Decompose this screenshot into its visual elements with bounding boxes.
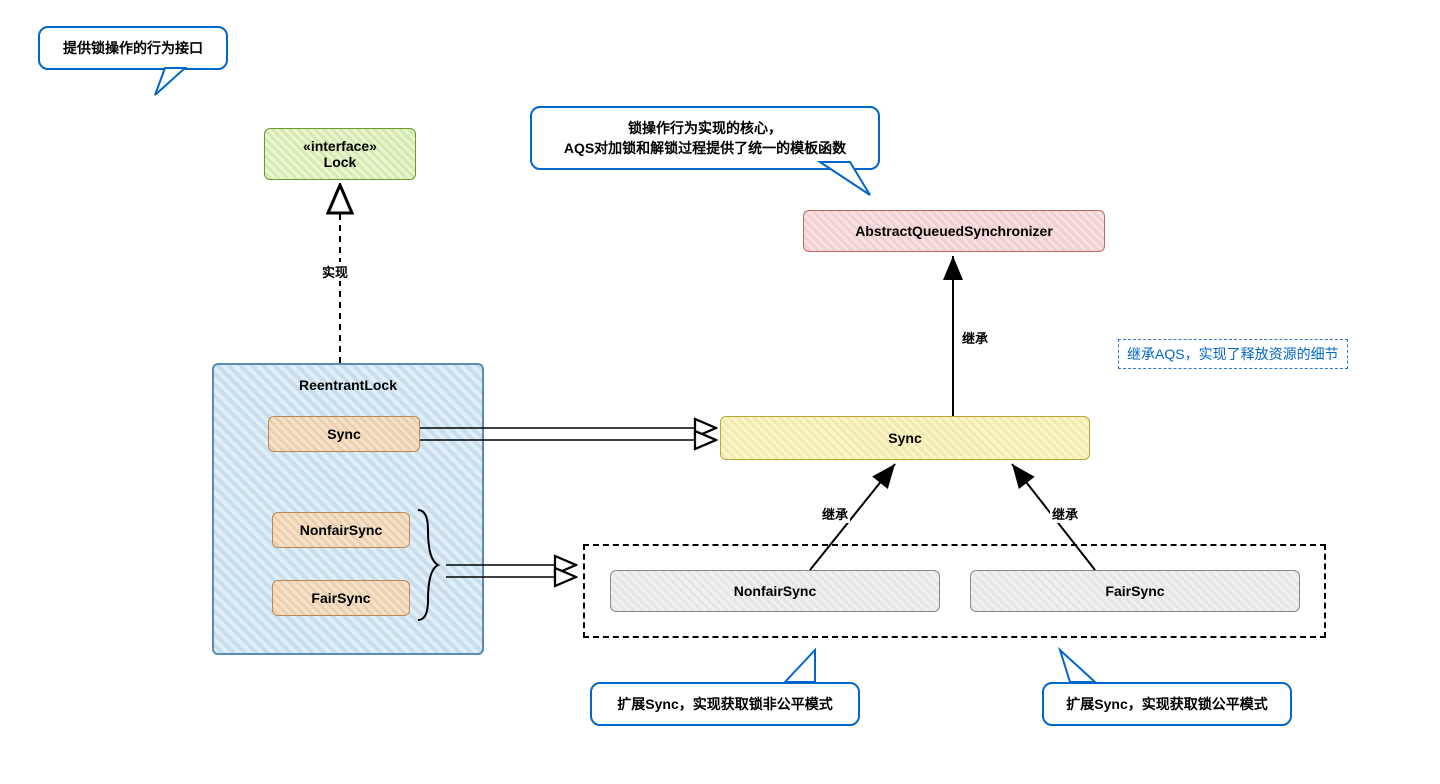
callout-lock-behavior: 提供锁操作的行为接口 (38, 26, 228, 70)
callout-text: 锁操作行为实现的核心， AQS对加锁和解锁过程提供了统一的模板函数 (564, 120, 846, 156)
fair-inner-text: FairSync (311, 590, 370, 606)
edge-label-inherit-aqs: 继承 (960, 328, 990, 347)
sync-inner-text: Sync (327, 426, 360, 442)
node-nonfair-main: NonfairSync (610, 570, 940, 612)
stereotype-text: «interface» (303, 138, 377, 154)
node-fair-main: FairSync (970, 570, 1300, 612)
callout-text: 扩展Sync，实现获取锁非公平模式 (617, 696, 832, 712)
note-text: 继承AQS，实现了释放资源的细节 (1127, 346, 1339, 362)
edge-label-implement: 实现 (320, 262, 350, 281)
name-text: Lock (324, 154, 357, 170)
node-sync-inner: Sync (268, 416, 420, 452)
sync-main-text: Sync (888, 430, 921, 446)
reentrantlock-title: ReentrantLock (299, 377, 397, 393)
nonfair-inner-text: NonfairSync (300, 522, 382, 538)
note-inherit-aqs: 继承AQS，实现了释放资源的细节 (1118, 339, 1348, 369)
callout-fair: 扩展Sync，实现获取锁公平模式 (1042, 682, 1292, 726)
nonfair-main-text: NonfairSync (734, 583, 816, 599)
node-fair-inner: FairSync (272, 580, 410, 616)
aqs-text: AbstractQueuedSynchronizer (855, 223, 1053, 239)
node-sync-main: Sync (720, 416, 1090, 460)
edge-label-inherit-nonfair: 继承 (820, 504, 850, 523)
node-nonfair-inner: NonfairSync (272, 512, 410, 548)
edge-label-inherit-fair: 继承 (1050, 504, 1080, 523)
fair-main-text: FairSync (1105, 583, 1164, 599)
callout-nonfair: 扩展Sync，实现获取锁非公平模式 (590, 682, 860, 726)
callout-aqs-core: 锁操作行为实现的核心， AQS对加锁和解锁过程提供了统一的模板函数 (530, 106, 880, 170)
callout-text: 扩展Sync，实现获取锁公平模式 (1066, 696, 1267, 712)
callout-text: 提供锁操作的行为接口 (63, 40, 203, 56)
node-aqs: AbstractQueuedSynchronizer (803, 210, 1105, 252)
node-lock-interface: «interface» Lock (264, 128, 416, 180)
